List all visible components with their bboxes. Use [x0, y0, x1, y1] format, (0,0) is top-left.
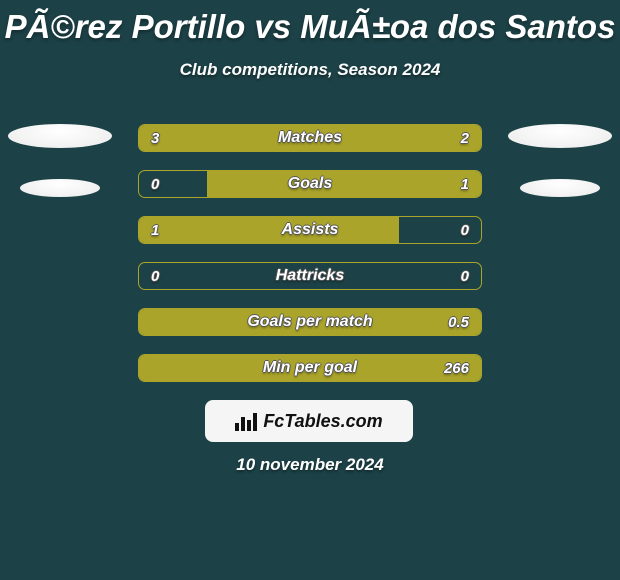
fctables-logo[interactable]: FcTables.com: [205, 400, 413, 442]
fctables-logo-text: FcTables.com: [263, 411, 382, 432]
stat-val-left: 0: [151, 263, 159, 289]
player1-photo-2: [20, 179, 100, 197]
stat-fill-right: [139, 355, 481, 381]
stat-val-right: 0: [461, 263, 469, 289]
stat-fill-right: [139, 309, 481, 335]
player-photos-left: [8, 124, 112, 228]
bar-chart-icon: [235, 411, 257, 431]
stat-row-hattricks: 0 0 Hattricks: [138, 262, 482, 290]
stat-fill-left: [139, 125, 344, 151]
stat-row-matches: 3 2 Matches: [138, 124, 482, 152]
page-subtitle: Club competitions, Season 2024: [0, 60, 620, 80]
comparison-page: PÃ©rez Portillo vs MuÃ±oa dos Santos Clu…: [0, 0, 620, 580]
stat-fill-right: [207, 171, 481, 197]
stat-row-min-per-goal: 266 Min per goal: [138, 354, 482, 382]
stat-label: Hattricks: [139, 263, 481, 289]
stat-row-assists: 1 0 Assists: [138, 216, 482, 244]
stat-fill-right: [344, 125, 481, 151]
player1-photo-1: [8, 124, 112, 148]
page-title: PÃ©rez Portillo vs MuÃ±oa dos Santos: [0, 0, 620, 46]
stat-row-goals: 0 1 Goals: [138, 170, 482, 198]
stat-row-goals-per-match: 0.5 Goals per match: [138, 308, 482, 336]
stat-val-right: 0: [461, 217, 469, 243]
date-text: 10 november 2024: [0, 455, 620, 475]
player-photos-right: [508, 124, 612, 228]
stat-bars: 3 2 Matches 0 1 Goals 1 0 Assists 0 0 Ha…: [138, 124, 482, 400]
player2-photo-1: [508, 124, 612, 148]
stat-val-left: 0: [151, 171, 159, 197]
stat-fill-left: [139, 217, 399, 243]
player2-photo-2: [520, 179, 600, 197]
